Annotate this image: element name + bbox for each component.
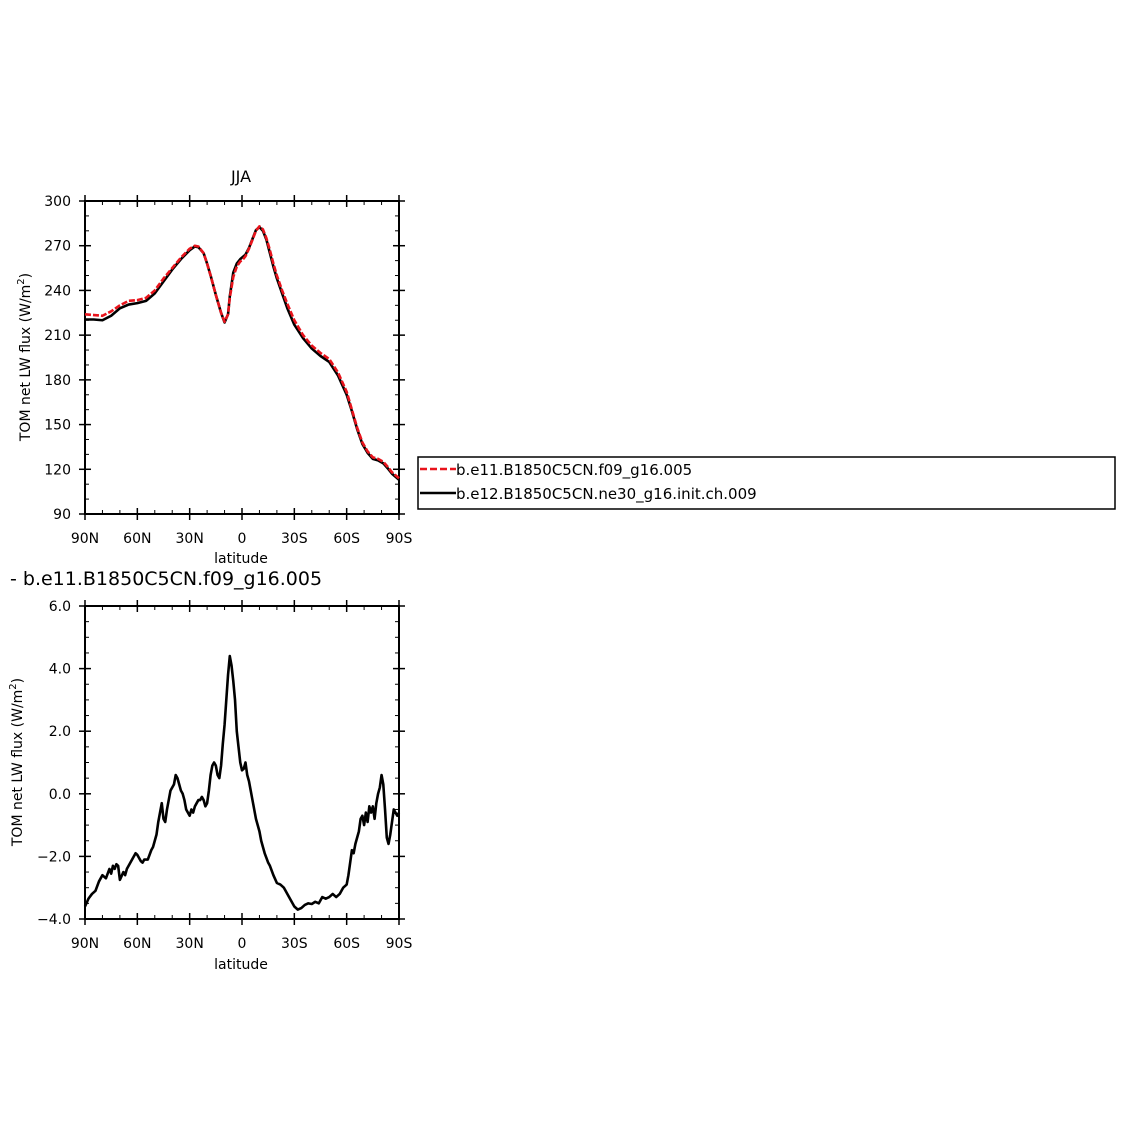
legend-box (417, 456, 1116, 510)
y-tick-label: −4.0 (37, 912, 71, 928)
series-line-solid (83, 654, 401, 911)
y-tick-label: 6.0 (49, 599, 71, 615)
y-tick-label: −2.0 (37, 849, 71, 865)
top-axis-ticks (79, 195, 405, 520)
x-tick-label: 30N (176, 936, 204, 952)
x-tick-label: 0 (238, 936, 247, 952)
top-series (84, 225, 400, 481)
bottom-axis-ticks (79, 600, 405, 925)
legend-label-1: b.e11.B1850C5CN.f09_g16.005 (456, 461, 692, 480)
bottom-y-axis-label: TOM net LW flux (W/m2) (8, 678, 26, 847)
top-panel: JJA 90 120 150 180 210 240 270 300 90N 60N 30N 0 30… (16, 167, 412, 567)
top-y-axis-label: TOM net LW flux (W/m2) (16, 273, 34, 442)
top-x-tick-labels: 90N 60N 30N 0 30S 60S 90S (71, 531, 413, 547)
x-tick-label: 60N (123, 936, 151, 952)
bottom-plot-frame (84, 605, 400, 920)
y-tick-label: 90 (53, 507, 71, 523)
y-tick-label: 150 (44, 418, 71, 434)
x-tick-label: 60S (333, 531, 360, 547)
bottom-series (83, 654, 401, 911)
y-tick-label: 180 (44, 373, 71, 389)
x-tick-label: 90S (386, 531, 413, 547)
series-line-solid (85, 225, 400, 481)
top-title: JJA (230, 167, 251, 186)
legend: b.e11.B1850C5CN.f09_g16.005 b.e12.B1850C… (417, 456, 1116, 510)
x-tick-label: 30N (176, 531, 204, 547)
x-tick-label: 30S (281, 531, 308, 547)
y-tick-label: 300 (44, 194, 71, 210)
top-x-axis-label: latitude (214, 551, 268, 567)
x-tick-label: 0 (238, 531, 247, 547)
y-tick-label: 210 (44, 328, 71, 344)
bottom-x-axis-label: latitude (214, 957, 268, 973)
top-y-tick-labels: 90 120 150 180 210 240 270 300 (44, 194, 71, 523)
x-tick-label: 90N (71, 531, 99, 547)
bottom-panel: - b.e11.B1850C5CN.f09_g16.005 −4.0 −2.0 0.… (8, 568, 412, 973)
y-tick-label: 2.0 (49, 724, 71, 740)
bottom-x-tick-labels: 90N 60N 30N 0 30S 60S 90S (71, 936, 413, 952)
series-line-dashed (84, 225, 400, 480)
y-tick-label: 120 (44, 462, 71, 478)
legend-label-2: b.e12.B1850C5CN.ne30_g16.init.ch.009 (456, 485, 757, 504)
x-tick-label: 60S (333, 936, 360, 952)
y-tick-label: 4.0 (49, 662, 71, 678)
x-tick-label: 60N (123, 531, 151, 547)
x-tick-label: 30S (281, 936, 308, 952)
y-tick-label: 0.0 (49, 787, 71, 803)
x-tick-label: 90S (386, 936, 413, 952)
x-tick-label: 90N (71, 936, 99, 952)
y-tick-label: 270 (44, 239, 71, 255)
top-plot-frame (84, 200, 400, 515)
y-tick-label: 240 (44, 283, 71, 299)
bottom-y-tick-labels: −4.0 −2.0 0.0 2.0 4.0 6.0 (37, 599, 71, 928)
bottom-title: - b.e11.B1850C5CN.f09_g16.005 (10, 568, 322, 590)
